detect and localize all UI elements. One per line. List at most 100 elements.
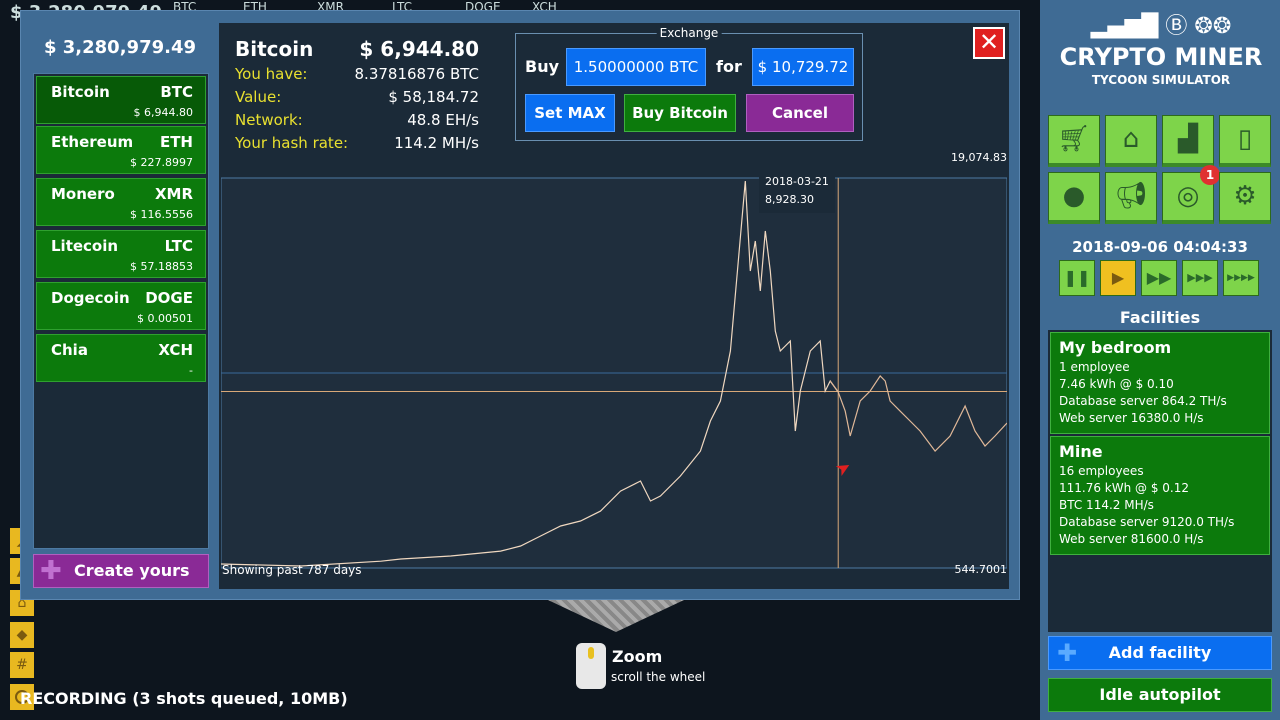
cart-icon: 🛒︎ xyxy=(1057,124,1091,154)
price-chart[interactable] xyxy=(221,166,1007,571)
market-button[interactable]: ▟ xyxy=(1162,115,1214,167)
buy-amount-input[interactable]: 1.50000000 BTC xyxy=(566,48,706,86)
facility-detail: Database server 864.2 TH/s xyxy=(1059,394,1227,408)
hint-subtitle: scroll the wheel xyxy=(611,670,706,684)
game-datetime: 2018-09-06 04:04:33 xyxy=(1072,238,1248,256)
right-sidebar: ▂▄▆█ Ⓑ ❂❂ CRYPTO MINER TYCOON SIMULATOR … xyxy=(1040,0,1280,720)
fast-forward-4x-button[interactable]: ▶▶▶▶ xyxy=(1223,260,1259,296)
set-max-button[interactable]: Set MAX xyxy=(525,94,615,132)
stat-value: 114.2 MH/s xyxy=(394,134,479,152)
notification-badge: 1 xyxy=(1200,165,1220,185)
sound-button[interactable] xyxy=(10,684,34,710)
mouse-icon xyxy=(576,643,606,689)
facility-name: My bedroom xyxy=(1059,338,1172,357)
tooltip-date: 2018-03-21 xyxy=(765,175,829,188)
facility-detail: 7.46 kWh @ $ 0.10 xyxy=(1059,377,1174,391)
coin-name: Bitcoin xyxy=(51,83,110,101)
coin-detail-panel: Bitcoin $ 6,944.80 You have: 8.37816876 BT… xyxy=(219,23,1009,589)
coin-symbol: XMR xyxy=(154,185,193,203)
pause-button[interactable]: ❚❚ xyxy=(1059,260,1095,296)
recording-status: RECORDING (3 shots queued, 10MB) xyxy=(20,689,348,708)
buy-label: Buy xyxy=(525,57,560,76)
person-icon: ● xyxy=(1062,181,1086,211)
grid-button[interactable]: # xyxy=(10,652,34,678)
stat-value: 8.37816876 BTC xyxy=(354,65,479,83)
cancel-button[interactable]: Cancel xyxy=(746,94,854,132)
gear-icon: ⚙ xyxy=(1233,181,1257,211)
facility-detail: Database server 9120.0 TH/s xyxy=(1059,515,1235,529)
coin-title: Bitcoin xyxy=(235,37,314,61)
fast-forward-icon: ▶▶▶▶ xyxy=(1227,273,1255,283)
logo-title: CRYPTO MINER xyxy=(1059,43,1263,71)
buy-coin-button[interactable]: Buy Bitcoin xyxy=(624,94,736,132)
create-coin-button[interactable]: ✚ Create yours xyxy=(33,554,209,588)
fast-forward-2x-button[interactable]: ▶▶ xyxy=(1141,260,1177,296)
create-label: Create yours xyxy=(74,561,190,580)
fast-forward-icon: ▶▶ xyxy=(1146,268,1172,287)
close-icon: ✕ xyxy=(978,28,1000,56)
coin-item-dogecoin[interactable]: Dogecoin DOGE $ 0.00501 xyxy=(36,282,206,330)
target-icon: ◎ xyxy=(1176,181,1200,211)
megaphone-icon: 📢︎ xyxy=(1114,181,1148,211)
facility-mine[interactable]: Mine 16 employees 111.76 kWh @ $ 0.12 BT… xyxy=(1050,436,1270,555)
stat-value: 48.8 EH/s xyxy=(407,111,479,129)
days-shown-label: Showing past 787 days xyxy=(222,563,362,577)
coin-price: - xyxy=(189,364,193,377)
stat-label: Network: xyxy=(235,111,303,129)
stat-label: You have: xyxy=(235,65,308,83)
plus-icon: ✚ xyxy=(1057,639,1078,667)
garage-icon: ⌂ xyxy=(1122,124,1140,154)
exchange-box: Exchange Buy 1.50000000 BTC for $ 10,729… xyxy=(515,26,863,141)
stat-label: Your hash rate: xyxy=(235,134,349,152)
floor-tile xyxy=(548,600,684,632)
coin-symbol: XCH xyxy=(158,341,193,359)
facility-detail: Web server 81600.0 H/s xyxy=(1059,532,1204,546)
add-facility-label: Add facility xyxy=(1108,643,1212,662)
chart-bars-icon: ▟ xyxy=(1178,124,1198,154)
employees-button[interactable]: ● xyxy=(1048,172,1100,224)
facility-detail: Web server 16380.0 H/s xyxy=(1059,411,1204,425)
for-label: for xyxy=(716,57,742,76)
coin-item-bitcoin[interactable]: Bitcoin BTC $ 6,944.80 xyxy=(36,76,206,124)
y-min-label: 544.7001 xyxy=(954,563,1008,576)
phone-icon: ▯ xyxy=(1237,124,1253,154)
play-button[interactable]: ▶ xyxy=(1100,260,1136,296)
coin-name: Ethereum xyxy=(51,133,134,151)
coin-info: Bitcoin $ 6,944.80 You have: 8.37816876 BT… xyxy=(235,37,479,157)
facility-my-bedroom[interactable]: My bedroom 1 employee 7.46 kWh @ $ 0.10 … xyxy=(1050,332,1270,434)
plus-icon: ✚ xyxy=(40,556,62,586)
marketing-button[interactable]: 📢︎ xyxy=(1105,172,1157,224)
idle-autopilot-button[interactable]: Idle autopilot xyxy=(1048,678,1272,712)
coin-price: $ 6,944.80 xyxy=(133,106,193,119)
facility-detail: 16 employees xyxy=(1059,464,1144,478)
coin-current-price: $ 6,944.80 xyxy=(359,37,479,61)
close-button[interactable]: ✕ xyxy=(973,27,1005,59)
game-logo: ▂▄▆█ Ⓑ ❂❂ CRYPTO MINER TYCOON SIMULATOR xyxy=(1048,8,1274,104)
coin-list: Bitcoin BTC $ 6,944.80 Ethereum ETH $ 227.89… xyxy=(33,73,209,549)
fast-forward-icon: ▶▶▶ xyxy=(1187,271,1213,284)
exchange-title: Exchange xyxy=(656,26,722,40)
settings-button[interactable]: ⚙ xyxy=(1219,172,1271,224)
coin-price: $ 57.18853 xyxy=(130,260,193,273)
add-facility-button[interactable]: ✚ Add facility xyxy=(1048,636,1272,670)
coin-symbol: DOGE xyxy=(145,289,193,307)
market-dialog: $ 3,280,979.49 Bitcoin BTC $ 6,944.80 Ethe… xyxy=(20,10,1020,600)
shop-button[interactable]: 🛒︎ xyxy=(1048,115,1100,167)
facility-detail: 111.76 kWh @ $ 0.12 xyxy=(1059,481,1190,495)
fast-forward-3x-button[interactable]: ▶▶▶ xyxy=(1182,260,1218,296)
coin-name: Monero xyxy=(51,185,115,203)
rotate-button[interactable]: ◆ xyxy=(10,622,34,648)
coin-item-chia[interactable]: Chia XCH - xyxy=(36,334,206,382)
coin-item-monero[interactable]: Monero XMR $ 116.5556 xyxy=(36,178,206,226)
stat-value: $ 58,184.72 xyxy=(388,88,479,106)
price-line-series-after-cursor xyxy=(829,374,1007,453)
warehouse-button[interactable]: ⌂ xyxy=(1105,115,1157,167)
facility-name: Mine xyxy=(1059,442,1103,461)
coin-price: $ 0.00501 xyxy=(137,312,193,325)
coin-item-ethereum[interactable]: Ethereum ETH $ 227.8997 xyxy=(36,126,206,174)
coin-item-litecoin[interactable]: Litecoin LTC $ 57.18853 xyxy=(36,230,206,278)
cost-input[interactable]: $ 10,729.72 xyxy=(752,48,854,86)
phone-button[interactable]: ▯ xyxy=(1219,115,1271,167)
facility-detail: BTC 114.2 MH/s xyxy=(1059,498,1154,512)
hint-title: Zoom xyxy=(612,647,663,666)
